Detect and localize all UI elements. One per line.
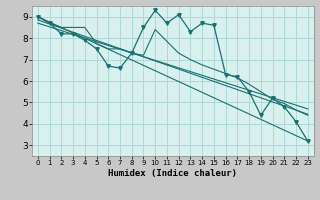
X-axis label: Humidex (Indice chaleur): Humidex (Indice chaleur) <box>108 169 237 178</box>
